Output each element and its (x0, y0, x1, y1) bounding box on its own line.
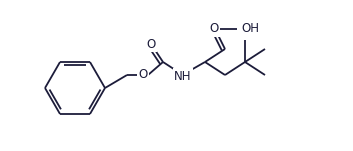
Text: OH: OH (241, 22, 259, 35)
Text: O: O (146, 37, 156, 50)
Text: O: O (209, 22, 219, 35)
Text: O: O (138, 69, 148, 82)
Text: NH: NH (174, 69, 192, 82)
